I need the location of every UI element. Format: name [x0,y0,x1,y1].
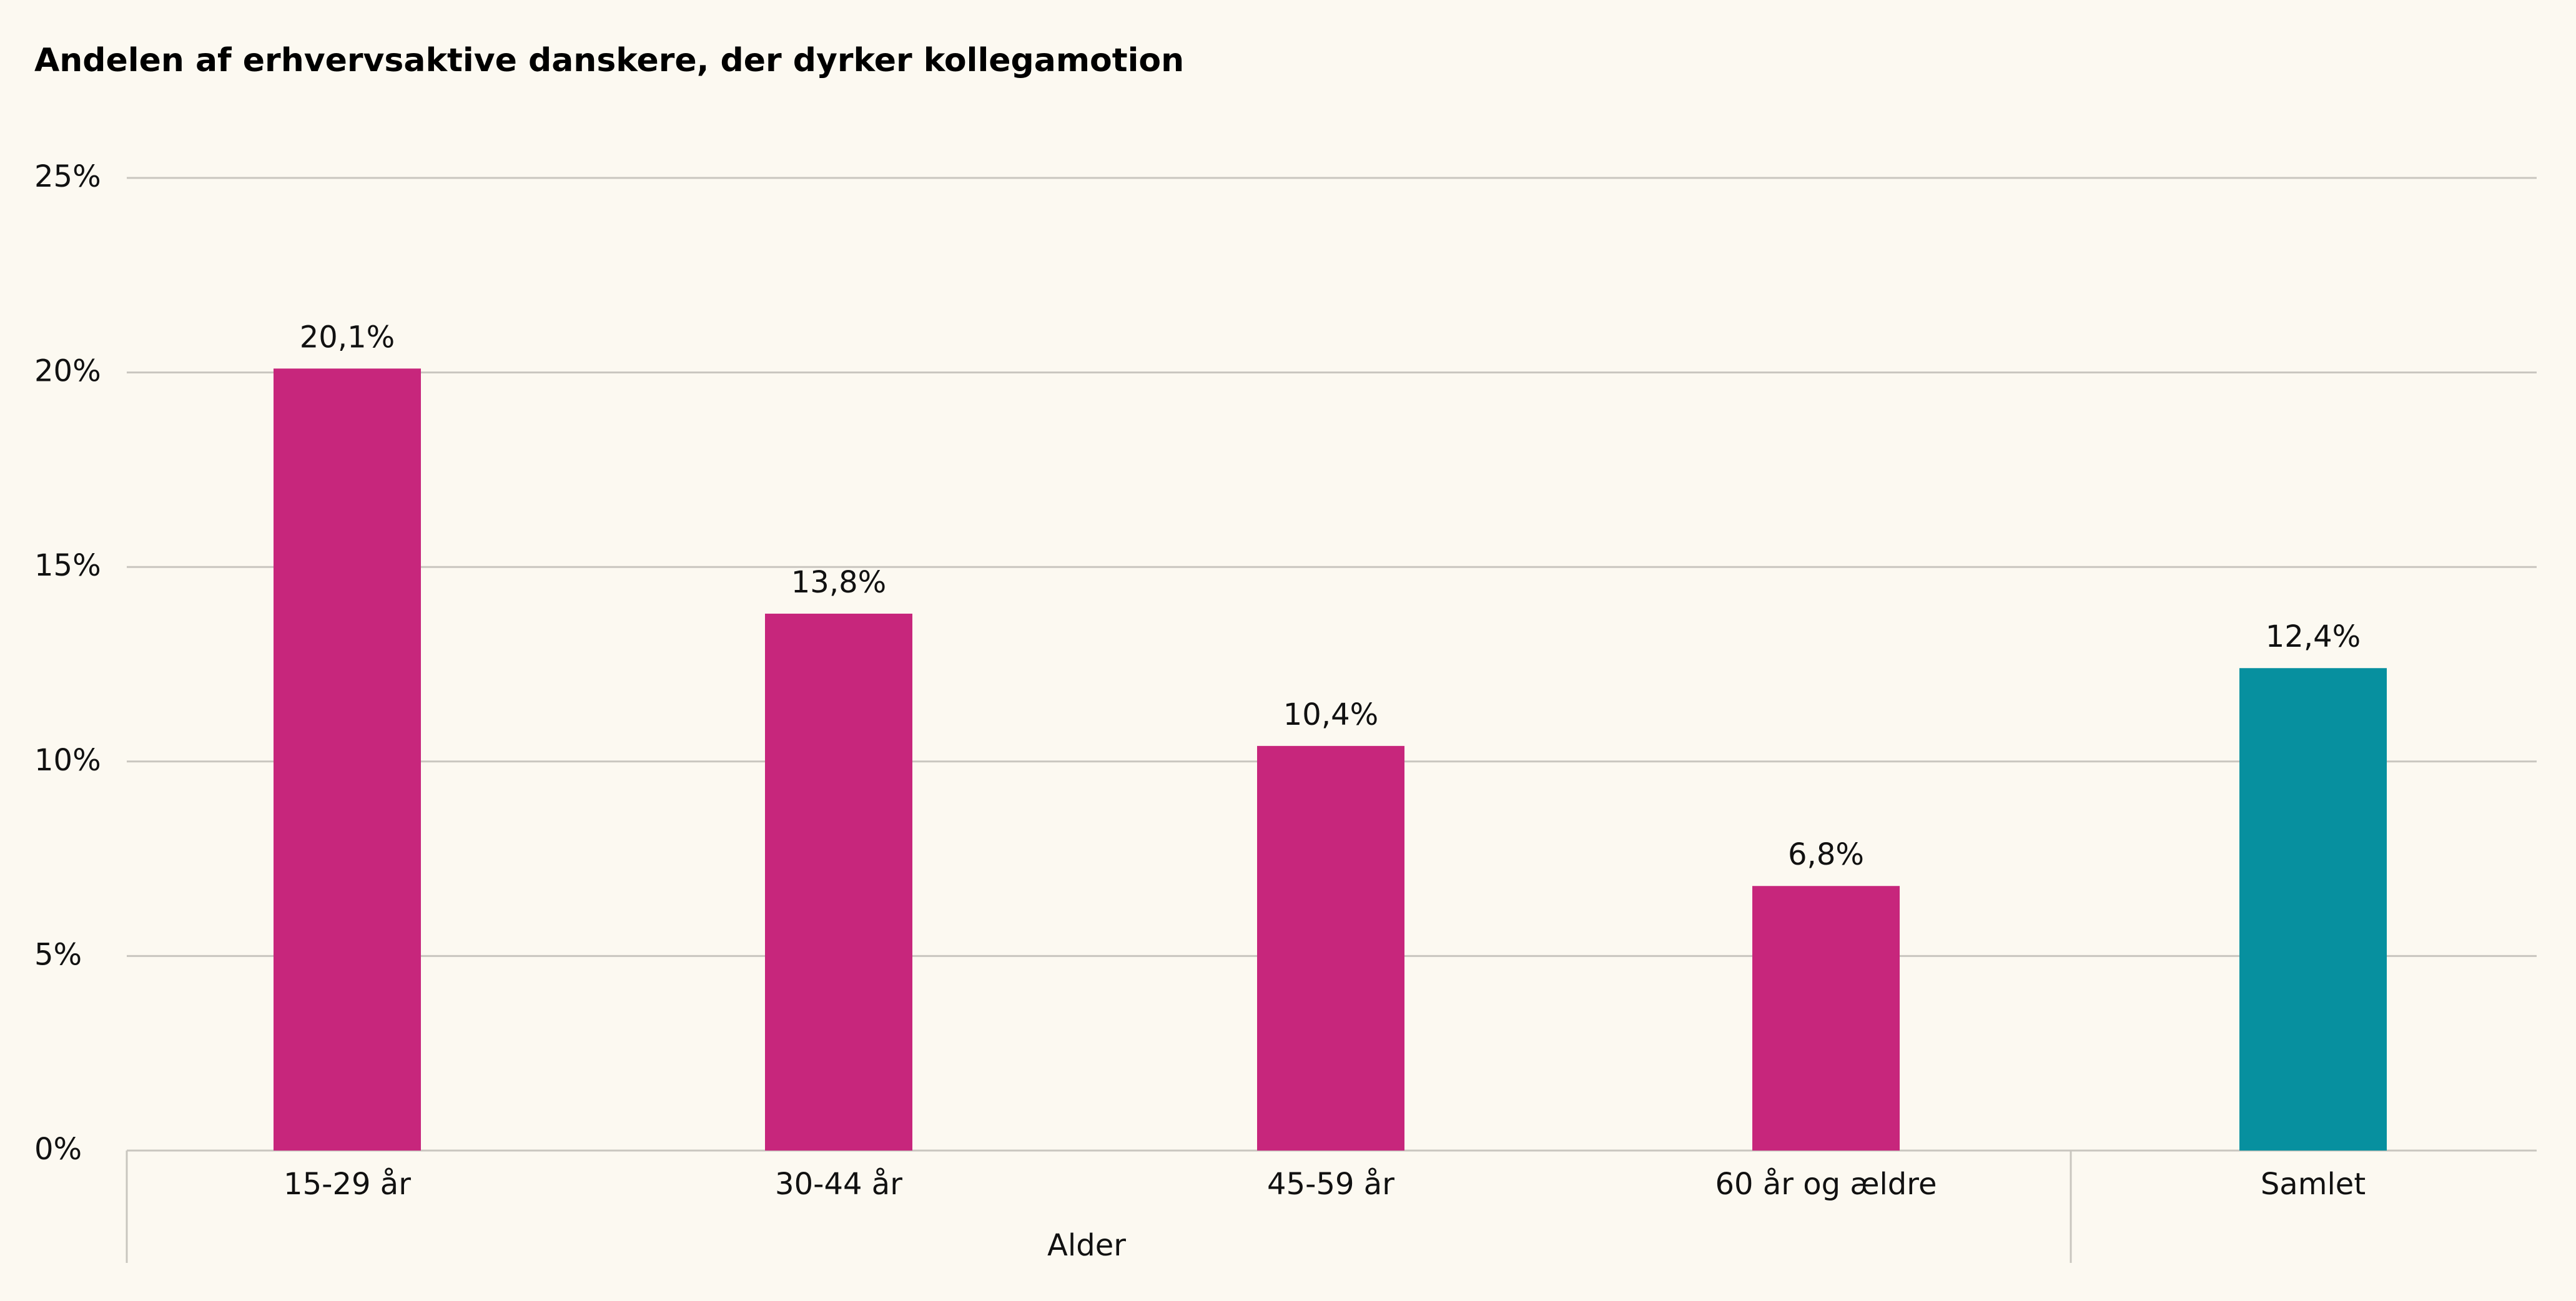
x-category-label: Samlet [2261,1167,2366,1202]
bar-2 [1257,745,1404,1151]
y-tick-label: 20% [34,354,101,389]
y-tick-label: 0% [34,1132,82,1167]
y-tick-label: 25% [34,159,101,194]
bar-3 [1752,886,1900,1151]
y-tick-label: 5% [34,937,82,972]
chart-title: Andelen af erhvervsaktive danskere, der … [34,42,1184,79]
bar-value-label: 20,1% [300,320,395,355]
bar-value-label: 10,4% [1283,697,1378,732]
x-axis-categories: 15-29 år 30-44 år 45-59 år 60 år og ældre Sa… [284,1167,2366,1202]
x-category-label: 45-59 år [1267,1167,1394,1202]
x-category-label: 15-29 år [284,1167,411,1202]
x-category-label: 60 år og ældre [1715,1167,1937,1202]
y-tick-label: 15% [34,548,101,583]
bar-0 [274,368,421,1151]
bar-4 [2239,668,2387,1151]
bar-1 [765,613,912,1151]
bars [274,368,2387,1151]
x-category-label: 30-44 år [775,1167,902,1202]
value-labels: 20,1% 13,8% 10,4% 6,8% 12,4% [300,320,2361,872]
group-label: Alder [1047,1228,1126,1263]
y-axis-ticks: 0% 5% 10% 15% 20% 25% [34,159,101,1167]
bar-value-label: 12,4% [2266,619,2361,654]
bar-value-label: 13,8% [791,565,886,600]
bar-value-label: 6,8% [1788,837,1864,872]
y-tick-label: 10% [34,743,101,778]
category-groups: Alder [126,1151,2072,1263]
